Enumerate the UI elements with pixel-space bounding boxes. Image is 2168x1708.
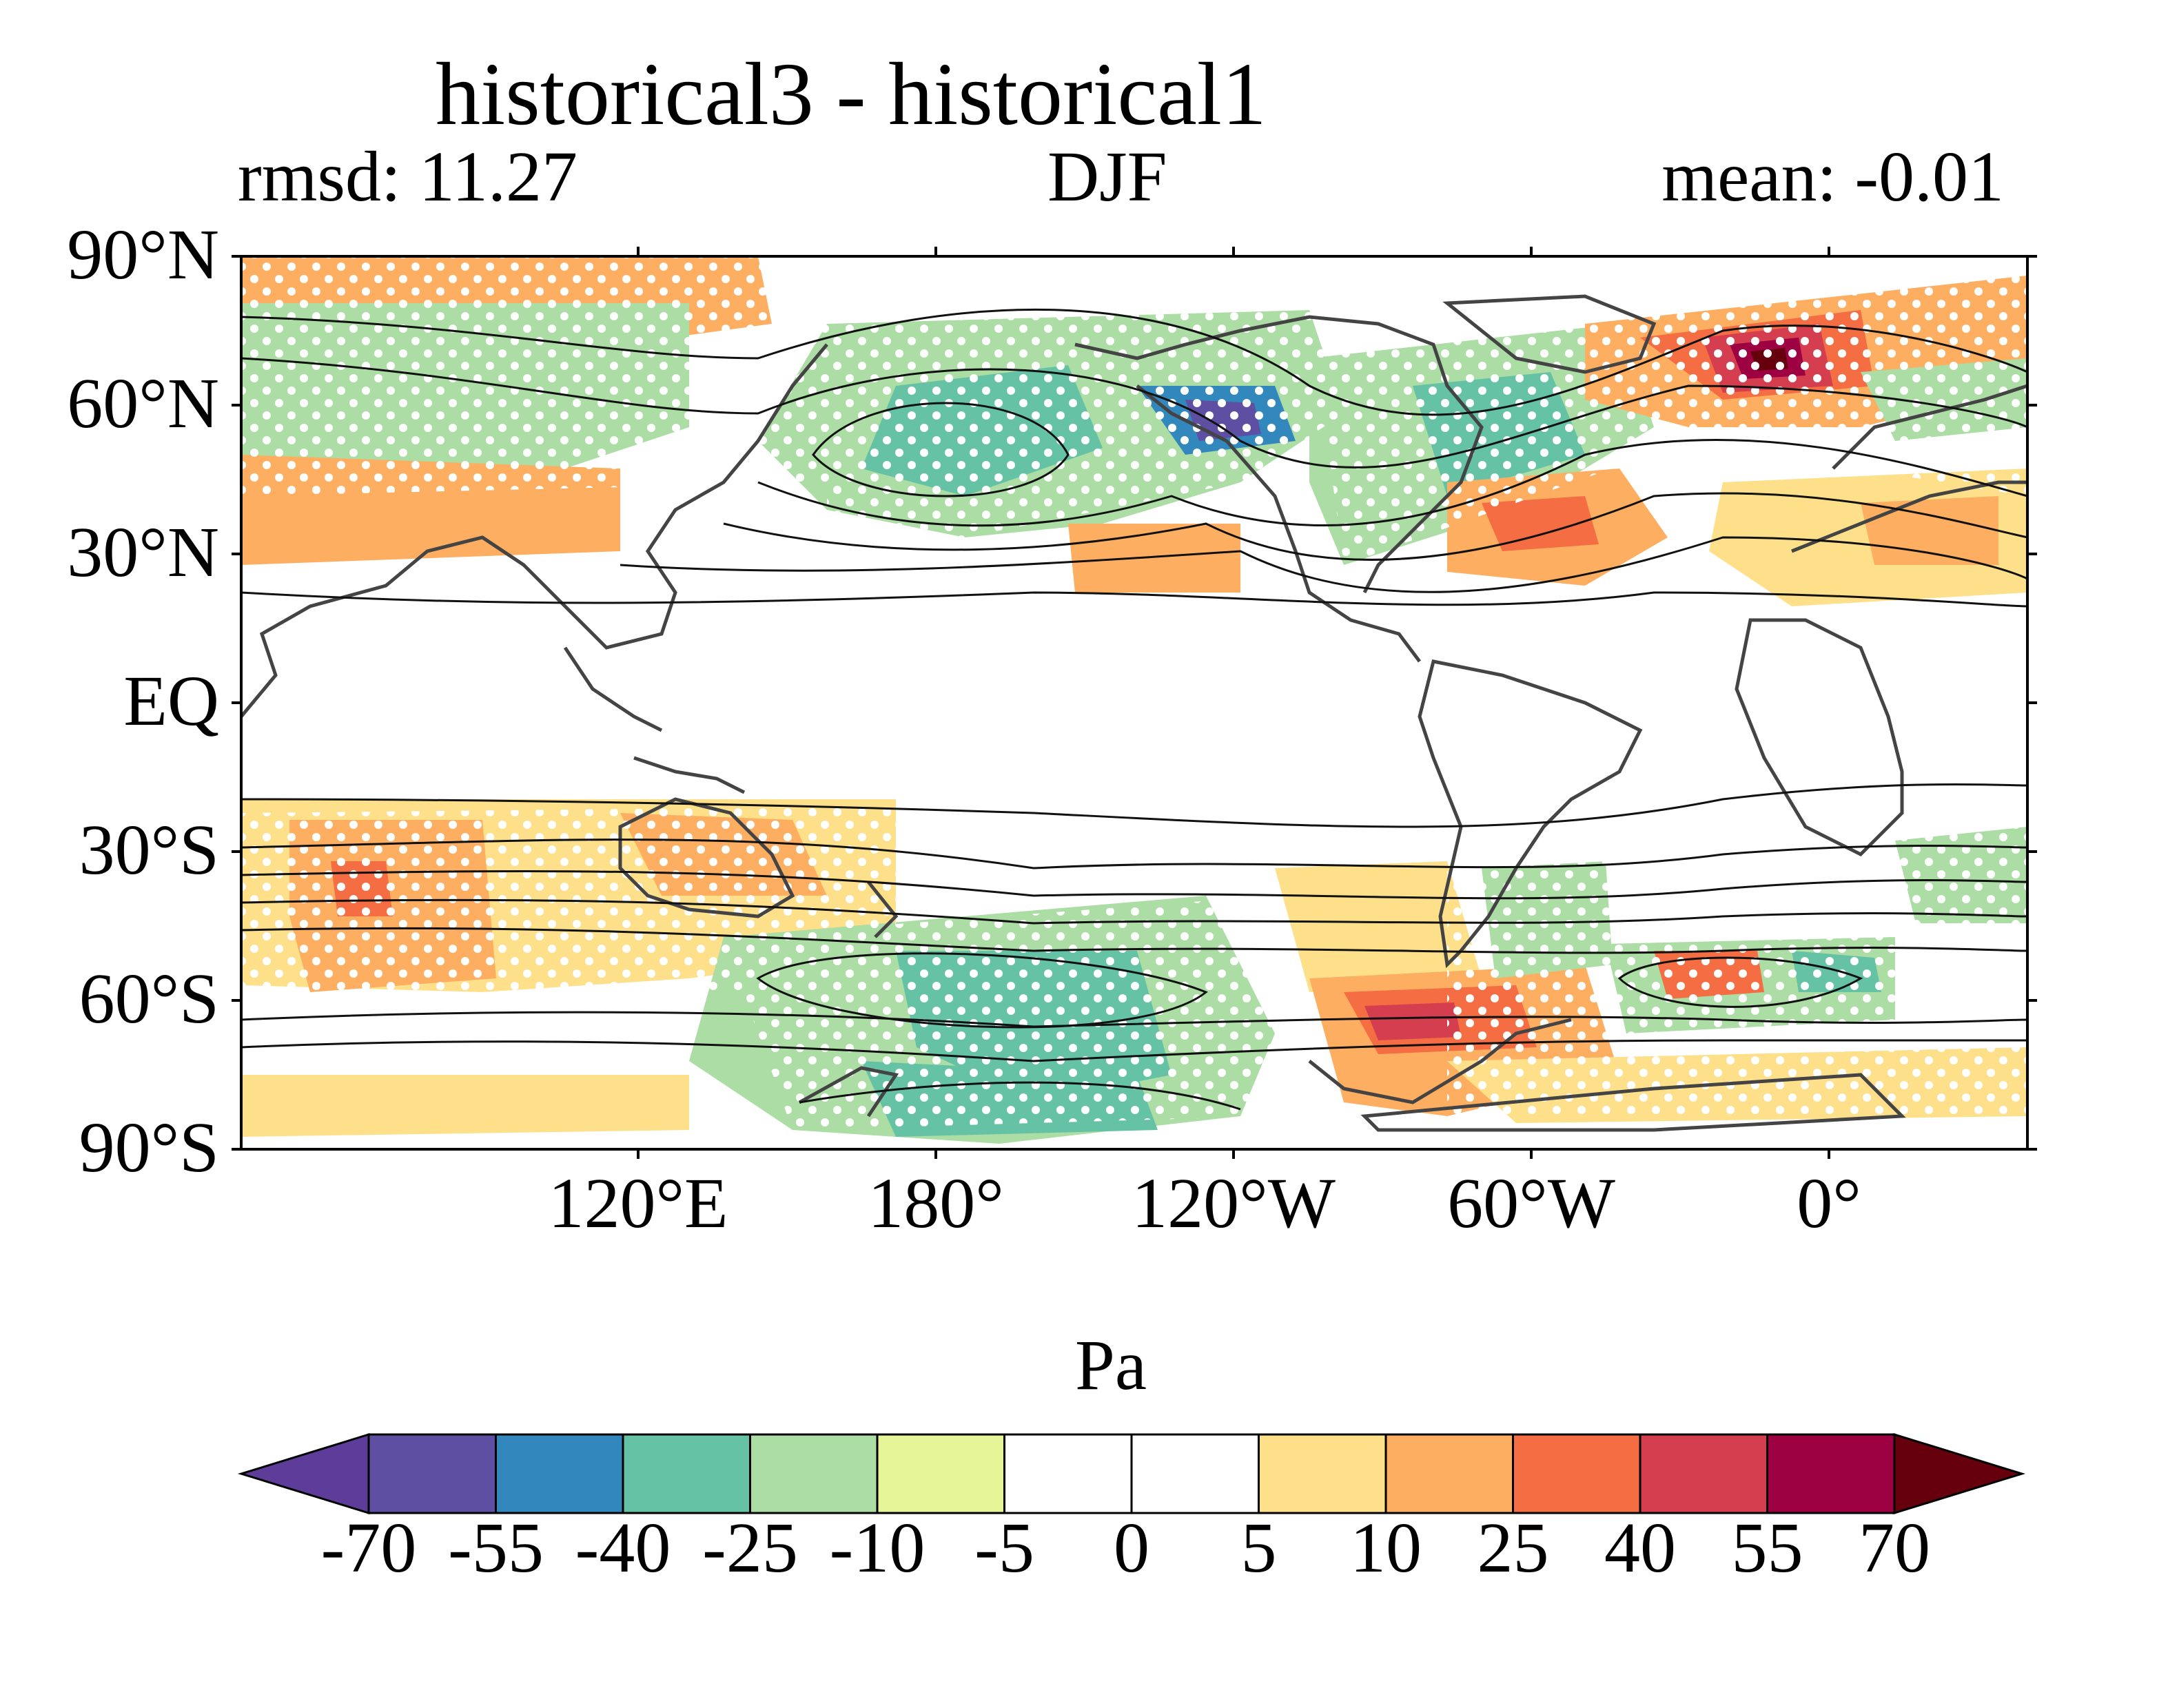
colorbar-tick-label: -25 [702,1508,798,1587]
lon-tick-label: 0° [1797,1164,1861,1243]
colorbar-extend-min [237,1432,370,1515]
colorbar-tick-label: 10 [1350,1508,1422,1587]
colorbar-box [1639,1433,1768,1514]
climatology-contours [241,308,2027,1111]
colorbar-tick-label: 5 [1240,1508,1277,1587]
colorbar-units: Pa [1075,1326,1147,1405]
lat-tick-label: 30°N [67,512,219,592]
colorbar-box [367,1433,497,1514]
lat-tick-label: 60°S [79,958,219,1038]
colorbar-box [876,1433,1005,1514]
lon-tick-label: 180° [868,1164,1004,1243]
season-label: DJF [1047,137,1167,216]
colorbar-box [1003,1433,1133,1514]
colorbar-tick-label: 70 [1859,1508,1930,1587]
colorbar-box [1130,1433,1260,1514]
colorbar-tick-label: 0 [1114,1508,1149,1587]
colorbar-tick-label: -70 [320,1508,417,1587]
colorbar-tick-label: -55 [448,1508,544,1587]
anomaly-field [241,256,2027,1149]
colorbar-box [1258,1433,1387,1514]
lat-tick-label: 30°S [79,810,219,889]
lat-tick-label: 90°S [79,1107,219,1187]
lat-tick-label: 90°N [67,214,219,294]
colorbar-tick-label: 40 [1604,1508,1676,1587]
mean-label: mean: -0.01 [1661,137,2004,216]
rmsd-label: rmsd: 11.27 [238,137,578,216]
colorbar-box [495,1433,624,1514]
colorbar-tick-label: 55 [1731,1508,1803,1587]
colorbar [237,1432,2026,1515]
axis-ticks [232,247,2037,1159]
lat-tick-label: 60°N [67,363,219,443]
colorbar-tick-label: 25 [1477,1508,1549,1587]
colorbar-box [1384,1433,1514,1514]
colorbar-extend-max [1893,1432,2026,1515]
lon-tick-label: 120°W [1132,1164,1336,1243]
lon-tick-label: 60°W [1447,1164,1615,1243]
colorbar-tick-label: -5 [974,1508,1034,1587]
coastlines [241,294,2027,1132]
plot-title: historical3 - historical1 [436,45,1267,144]
lon-tick-label: 120°E [548,1164,728,1243]
colorbar-box [1766,1433,1896,1514]
colorbar-box [622,1433,751,1514]
lat-tick-label: EQ [123,661,219,741]
colorbar-box [749,1433,879,1514]
colorbar-tick-label: -40 [575,1508,671,1587]
colorbar-tick-label: -10 [829,1508,926,1587]
colorbar-box [1512,1433,1642,1514]
